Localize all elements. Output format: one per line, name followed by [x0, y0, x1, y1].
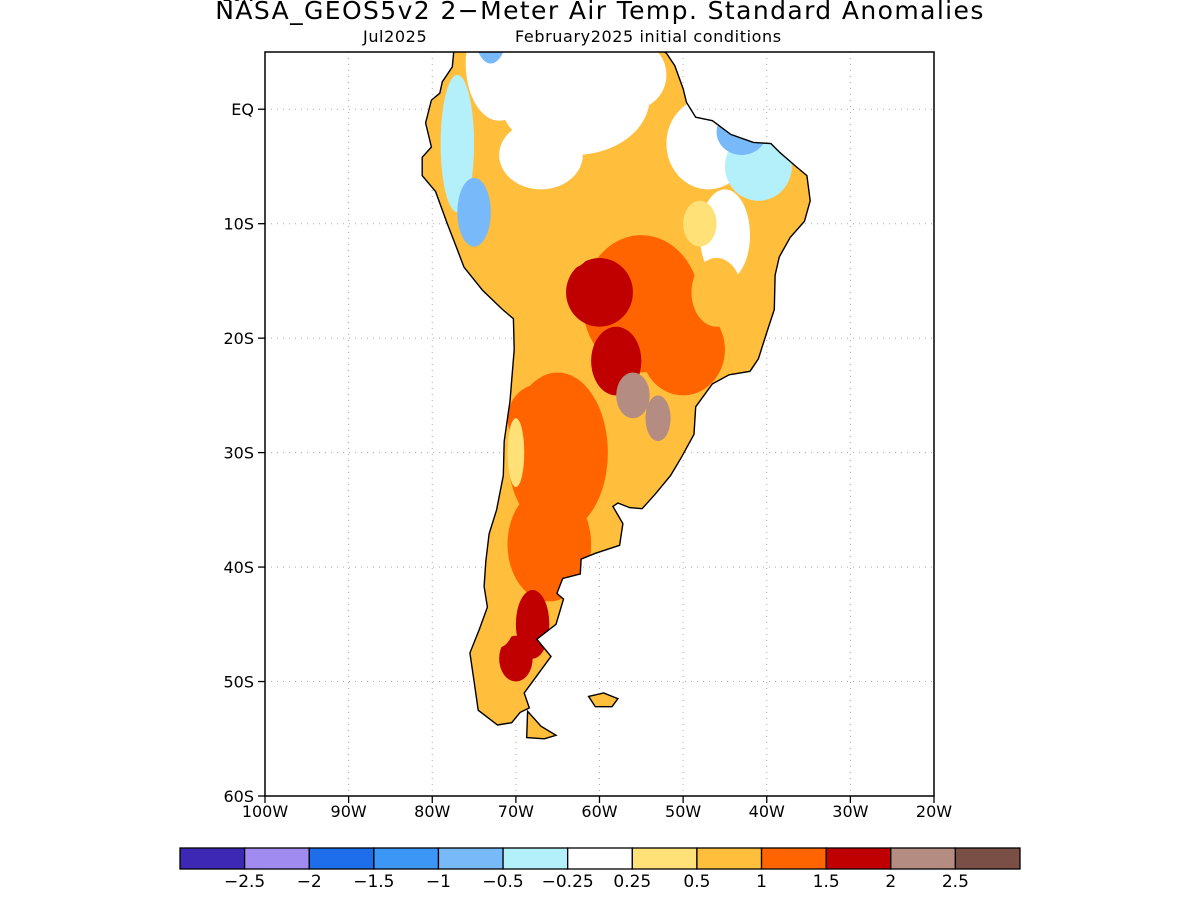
- axis-ticks: 100W 90W 80W 70W 60W 50W 40W 30W 20W 10N EQ 10S 20S 3…: [222, 0, 953, 821]
- x-tick-label: 70W: [498, 802, 534, 821]
- anomaly-patch: [440, 74, 475, 213]
- colorbar-swatch: [825, 847, 892, 870]
- anomaly-patch: [465, 52, 533, 121]
- anomaly-patch: [683, 200, 717, 247]
- anomaly-patch: [499, 635, 533, 682]
- y-tick-label: 40S: [223, 558, 254, 577]
- coastline: [421, 52, 811, 740]
- anomaly-patch: [566, 258, 633, 327]
- anomaly-patch: [507, 486, 592, 602]
- anomaly-patch: [691, 258, 742, 327]
- x-tick-label: 40W: [749, 802, 785, 821]
- initial-conditions: February2025 initial conditions: [515, 27, 782, 46]
- y-tick-label: 20S: [223, 329, 254, 348]
- x-tick-label: 60W: [581, 802, 617, 821]
- colorbar-swatch: [567, 847, 633, 870]
- colorbar-swatch: [890, 847, 957, 870]
- colorbar-label: −0.5: [482, 872, 523, 892]
- y-tick-label: 10S: [223, 215, 254, 234]
- anomaly-patch: [507, 383, 575, 453]
- forecast-month: Jul2025: [363, 27, 428, 46]
- y-tick-label: 60S: [223, 787, 254, 806]
- colorbar-label: 0.5: [683, 872, 710, 892]
- anomaly-patch: [507, 418, 525, 487]
- anomaly-patch: [540, 223, 592, 270]
- colorbar-label: 1.5: [813, 872, 840, 892]
- colorbar-swatch: [631, 847, 698, 870]
- colorbar-label: 2: [885, 872, 896, 892]
- colorbar-swatch: [373, 847, 440, 870]
- x-tick-label: 90W: [331, 802, 367, 821]
- colorbar: −2.5 −2 −1.5 −1 −0.5 −0.25 0.25 0.5 1 1.5 2 2.5: [179, 847, 1021, 892]
- colorbar-label: −1: [426, 872, 451, 892]
- anomaly-patch: [457, 177, 491, 247]
- colorbar-label: 2.5: [942, 872, 969, 892]
- anomaly-patch: [499, 120, 583, 190]
- colorbar-swatch: [954, 847, 1021, 870]
- anomaly-patch: [616, 372, 650, 419]
- colorbar-label: −1.5: [353, 872, 394, 892]
- x-tick-label: 100W: [242, 802, 289, 821]
- y-tick-label: 50S: [223, 673, 254, 692]
- colorbar-swatch: [179, 847, 246, 870]
- x-tick-label: 20W: [916, 802, 952, 821]
- anomaly-patch: [641, 303, 725, 396]
- colorbar-swatch: [308, 847, 375, 870]
- anomaly-patch: [599, 52, 667, 110]
- anomaly-patch: [645, 395, 671, 442]
- y-tick-label: EQ: [231, 100, 254, 119]
- colorbar-label: 0.25: [613, 872, 651, 892]
- colorbar-label: −2.5: [224, 872, 265, 892]
- colorbar-swatch: [760, 847, 827, 870]
- x-tick-label: 80W: [414, 802, 450, 821]
- y-tick-label: 10N: [222, 0, 254, 5]
- x-tick-label: 50W: [665, 802, 701, 821]
- colorbar-label: −2: [297, 872, 322, 892]
- colorbar-swatch: [243, 847, 310, 870]
- colorbar-swatch: [502, 847, 569, 870]
- x-tick-label: 30W: [832, 802, 868, 821]
- colorbar-swatch: [696, 847, 763, 870]
- anomaly-patch: [482, 578, 516, 648]
- y-tick-label: 30S: [223, 444, 254, 463]
- colorbar-label: 1: [756, 872, 767, 892]
- colorbar-label: −0.25: [542, 872, 594, 892]
- map-title: NASA_GEOS5v2 2−Meter Air Temp. Standard …: [215, 0, 985, 25]
- anomaly-patch: [716, 109, 767, 156]
- coastlines: [421, 52, 811, 740]
- colorbar-swatch: [437, 847, 504, 870]
